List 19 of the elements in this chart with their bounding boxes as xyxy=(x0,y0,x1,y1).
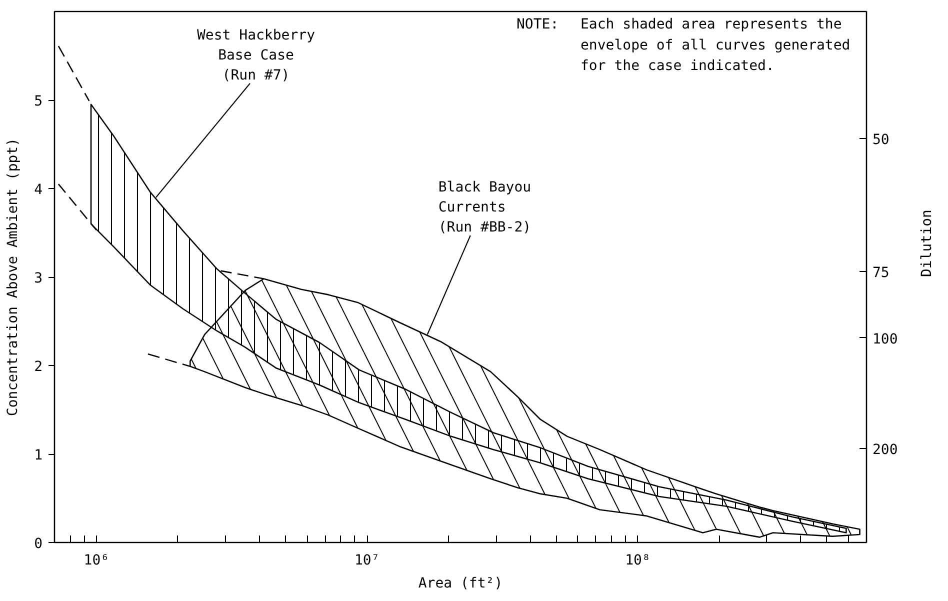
annotation: West Hackberry Base Case (Run #7) xyxy=(197,27,316,84)
y2-axis-title: Dilution xyxy=(918,210,935,277)
category-label: 50 xyxy=(872,132,890,148)
y-axis-title: Concentration Above Ambient (ppt) xyxy=(5,138,22,416)
x-tick-label: 10⁷ xyxy=(354,552,380,568)
y-tick-label: 2 xyxy=(34,359,43,375)
y-tick-label: 0 xyxy=(34,536,43,552)
x-axis-title: Area (ft²) xyxy=(418,576,503,592)
y-tick-label: 1 xyxy=(34,448,43,464)
x-tick-label: 10⁸ xyxy=(625,552,650,568)
text: NOTE: Each shaded area represents the envelope of all curves generated for the case indicated. xyxy=(516,16,850,74)
category-label: 200 xyxy=(872,442,898,458)
y-tick-label: 5 xyxy=(34,94,43,110)
y-tick-label: 4 xyxy=(34,182,43,198)
y-tick-label: 3 xyxy=(34,270,43,286)
x-tick-label: 10⁶ xyxy=(84,552,110,568)
annotation: Black Bayou Currents (Run #BB-2) xyxy=(438,180,532,236)
category-label: 75 xyxy=(872,264,890,281)
category-label: 100 xyxy=(872,331,898,348)
